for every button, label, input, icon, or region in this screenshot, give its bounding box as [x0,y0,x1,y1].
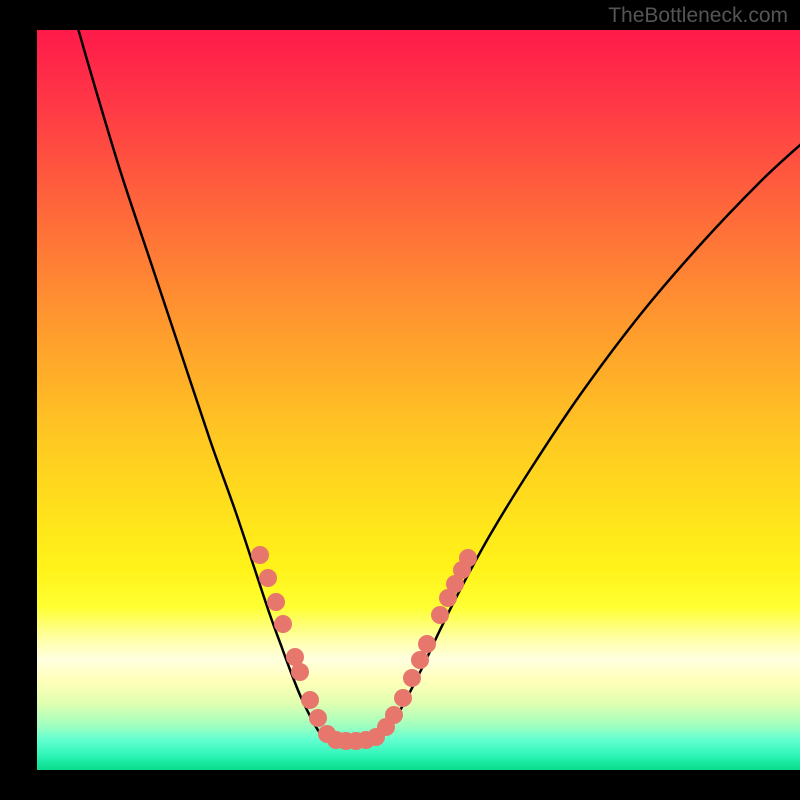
watermark-text: TheBottleneck.com [608,4,788,28]
gradient-background [37,30,800,770]
plot-area [37,30,800,770]
